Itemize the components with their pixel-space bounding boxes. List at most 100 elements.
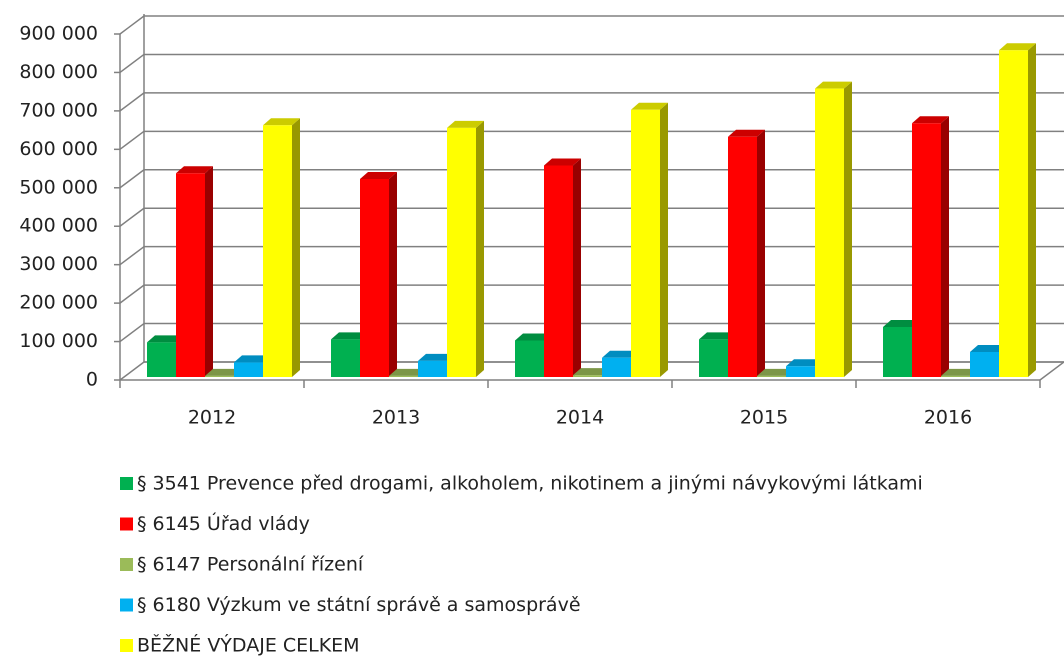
- bar-side: [573, 158, 581, 377]
- x-tick-label: 2014: [556, 407, 604, 429]
- bar-front: [631, 109, 660, 378]
- bar-top: [757, 368, 794, 376]
- bar-top: [912, 116, 949, 124]
- bar-top: [883, 320, 920, 328]
- bar-side: [1028, 43, 1036, 377]
- y-tick-label: 800 000: [19, 61, 98, 83]
- bar-top: [573, 368, 610, 376]
- grid-diagonal: [119, 130, 145, 150]
- bar-top: [447, 120, 484, 128]
- grid-diagonal: [119, 15, 145, 35]
- bar-front: [883, 327, 912, 377]
- bar-top: [234, 355, 271, 363]
- grid-diagonal: [119, 284, 145, 304]
- bar-top: [205, 368, 242, 376]
- bar-front: [234, 362, 263, 377]
- y-tick-label: 400 000: [19, 215, 98, 237]
- bar-front: [970, 352, 999, 377]
- y-tick-label: 300 000: [19, 253, 98, 275]
- bar: [728, 129, 765, 377]
- bar-front: [263, 125, 292, 377]
- bar-side: [292, 118, 300, 377]
- legend-swatch: [120, 477, 133, 490]
- bar-side: [941, 116, 949, 378]
- bar-side: [476, 120, 484, 377]
- bar-top: [360, 172, 397, 180]
- y-tick-label: 600 000: [19, 138, 98, 160]
- legend-swatch: [120, 558, 133, 571]
- bar-front: [786, 366, 815, 377]
- bar-top: [418, 353, 455, 361]
- bar-front: [418, 360, 447, 377]
- bar-top: [728, 129, 765, 137]
- bar-front: [205, 375, 234, 377]
- bar-top: [544, 158, 581, 166]
- grid-diagonal: [119, 92, 145, 112]
- y-tick-label: 100 000: [19, 330, 98, 352]
- bar-front: [176, 173, 205, 377]
- bar-top: [941, 368, 978, 376]
- bar-side: [757, 129, 765, 377]
- bar-front: [728, 136, 757, 377]
- bar-side: [389, 172, 397, 377]
- bar-front: [515, 340, 544, 377]
- bar-top: [331, 332, 368, 340]
- y-tick-label: 200 000: [19, 292, 98, 314]
- grid-diagonal: [119, 169, 145, 189]
- bar: [544, 158, 581, 377]
- bar-front: [389, 375, 418, 377]
- y-tick-label: 500 000: [19, 176, 98, 198]
- legend-swatch: [120, 517, 133, 531]
- bar: [631, 102, 668, 378]
- bar-front: [912, 123, 941, 378]
- legend-label: § 6180 Výzkum ve státní správě a samospr…: [137, 594, 581, 616]
- y-tick-label: 0: [86, 369, 98, 391]
- grid-diagonal: [119, 207, 145, 227]
- bar-front: [815, 88, 844, 378]
- bar-front: [360, 179, 389, 377]
- bar-top: [147, 335, 184, 343]
- bar-front: [941, 375, 970, 377]
- bar-front: [447, 127, 476, 377]
- x-tick-label: 2013: [372, 407, 420, 429]
- bar-front: [999, 50, 1028, 377]
- x-tick-label: 2016: [924, 407, 972, 429]
- bar-front: [147, 342, 176, 377]
- bar-front: [602, 357, 631, 377]
- grid-diagonal: [119, 322, 145, 343]
- bar-top: [389, 368, 426, 376]
- grid-diagonal: [119, 361, 145, 381]
- bar: [447, 120, 484, 377]
- bar: [912, 116, 949, 378]
- x-tick-label: 2015: [740, 407, 788, 429]
- bar-top: [515, 333, 552, 341]
- grid-diagonal: [119, 246, 145, 266]
- bar-top: [970, 345, 1007, 353]
- bar: [176, 166, 213, 377]
- bar: [999, 43, 1036, 377]
- bar: [263, 118, 300, 377]
- bar-top: [631, 102, 668, 110]
- x-tick-label: 2012: [188, 407, 236, 429]
- bar: [815, 81, 852, 378]
- bar: [360, 172, 397, 377]
- legend-swatch: [120, 639, 133, 652]
- bar-top: [176, 166, 213, 174]
- bar-front: [699, 339, 728, 377]
- bar-top: [602, 350, 639, 358]
- bar-top: [999, 43, 1036, 51]
- legend-label: BĚŽNÉ VÝDAJE CELKEM: [137, 634, 360, 657]
- bar-top: [263, 118, 300, 126]
- grid-diagonal: [119, 53, 145, 74]
- y-tick-label: 900 000: [19, 23, 98, 45]
- bar-front: [573, 375, 602, 377]
- bar-front: [757, 375, 786, 377]
- legend-label: § 6145 Úřad vlády: [137, 511, 310, 535]
- floor-right-edge: [1039, 361, 1064, 381]
- bar-side: [844, 81, 852, 378]
- bar-top: [699, 332, 736, 340]
- bar-front: [544, 165, 573, 377]
- bar-side: [660, 102, 668, 378]
- bar-top: [786, 359, 823, 367]
